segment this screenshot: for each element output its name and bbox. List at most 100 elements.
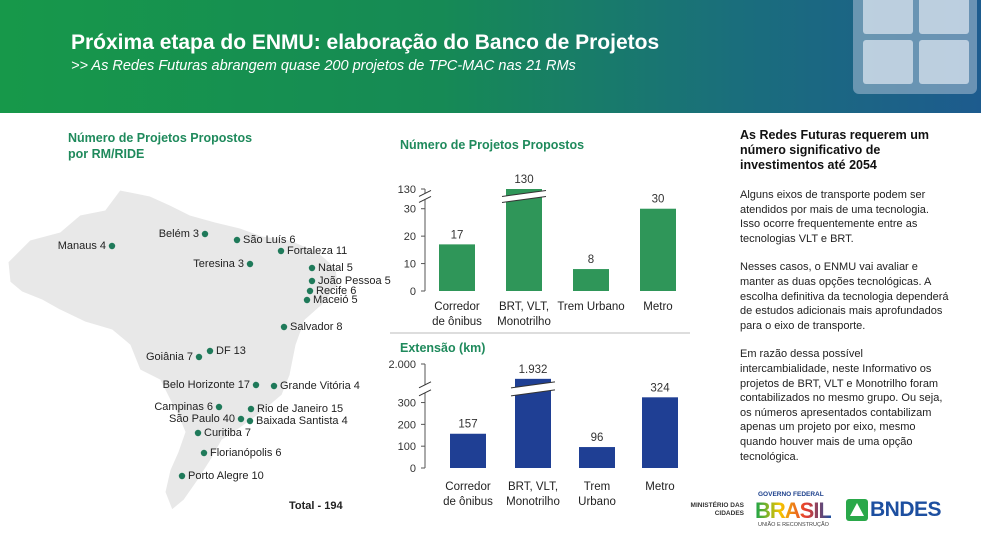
y-tick-label: 0 xyxy=(410,463,416,475)
y-tick-label: 2.000 xyxy=(388,359,416,371)
city-label: Goiânia 7 xyxy=(146,351,193,363)
value-label: 8 xyxy=(588,254,594,266)
map-title: Número de Projetos Propostos por RM/RIDE xyxy=(68,131,253,161)
y-tick-label: 130 xyxy=(398,184,416,196)
axis-break-mark xyxy=(418,389,432,397)
city-label: DF 13 xyxy=(216,345,246,357)
city-count: 4 xyxy=(341,415,348,427)
bar xyxy=(573,269,609,291)
city-label: Teresina 3 xyxy=(193,258,244,270)
x-tick-label: Trem Urbano xyxy=(578,481,616,508)
axis-break-mark xyxy=(501,195,547,203)
value-label: 157 xyxy=(458,419,477,431)
city-name: São Paulo xyxy=(168,413,220,425)
city-name: Belo Horizonte xyxy=(162,379,235,391)
city-label: Recife 6 xyxy=(316,285,356,297)
city-label: Belém 3 xyxy=(159,228,199,240)
x-tick-label: Metro xyxy=(645,481,675,493)
city-name: Florianópolis xyxy=(210,447,273,459)
city-dot xyxy=(195,353,203,361)
city-label: Florianópolis 6 xyxy=(210,447,282,459)
x-tick-label: Corredor de ônibus xyxy=(432,301,482,328)
city-name: São Luís xyxy=(243,234,287,246)
city-name: Grande Vitória xyxy=(280,380,351,392)
city-count: 6 xyxy=(350,285,357,297)
city-dot xyxy=(246,260,254,268)
city-count: 4 xyxy=(99,240,106,252)
city-dot xyxy=(237,415,245,423)
map-total: Total - 194 xyxy=(289,500,343,512)
bar xyxy=(642,397,678,468)
y-tick-label: 200 xyxy=(398,419,416,431)
city-count: 7 xyxy=(186,351,193,363)
city-label: Porto Alegre 10 xyxy=(188,470,264,482)
value-label: 324 xyxy=(650,382,670,394)
city-dot xyxy=(252,381,260,389)
city-name: Recife xyxy=(316,285,348,297)
axis-break-mark xyxy=(510,389,556,397)
city-count: 3 xyxy=(192,228,199,240)
city-name: Salvador xyxy=(290,321,334,333)
value-label: 17 xyxy=(451,229,464,241)
city-label: Natal 5 xyxy=(318,262,353,274)
x-tick-label: BRT, VLT, Monotrilho xyxy=(506,481,560,508)
sidebar-paragraph: Nesses casos, o ENMU vai avaliar e mante… xyxy=(740,261,949,332)
sidebar-paragraph: Em razão dessa possível intercambialidad… xyxy=(740,348,943,463)
y-tick-label: 300 xyxy=(398,398,416,410)
city-count: 5 xyxy=(351,294,358,306)
brasil-logo: BRASIL xyxy=(755,498,832,523)
x-tick-label: BRT, VLT, Monotrilho xyxy=(497,301,551,328)
header-band xyxy=(0,0,981,113)
y-tick-label: 100 xyxy=(398,441,416,453)
city-dot xyxy=(233,236,241,244)
city-dot xyxy=(194,429,202,437)
city-name: Manaus xyxy=(57,240,97,252)
axis-break-mark xyxy=(418,196,432,203)
value-label: 30 xyxy=(652,194,665,206)
y-tick-label: 0 xyxy=(410,286,416,298)
city-label: Salvador 8 xyxy=(290,321,343,333)
bar xyxy=(579,447,615,468)
city-dot xyxy=(246,417,254,425)
bar xyxy=(640,208,676,291)
bar xyxy=(450,433,486,468)
city-count: 11 xyxy=(335,245,348,257)
city-name: DF xyxy=(216,345,231,357)
city-dot xyxy=(303,296,311,304)
y-tick-label: 30 xyxy=(404,204,416,216)
value-label: 130 xyxy=(514,174,533,186)
bndes-icon xyxy=(846,499,868,521)
city-count: 6 xyxy=(206,401,213,413)
city-name: Rio de Janeiro xyxy=(257,403,328,415)
city-name: Campinas xyxy=(154,401,204,413)
city-dot xyxy=(308,264,316,272)
city-label: Baixada Santista 4 xyxy=(256,415,348,427)
axis-break-gap xyxy=(511,381,555,396)
axis-break-gap xyxy=(502,190,546,203)
city-count: 10 xyxy=(251,470,264,482)
city-dot xyxy=(206,347,214,355)
city-label: Curitiba 7 xyxy=(204,427,251,439)
chart-title: Número de Projetos Propostos xyxy=(400,138,585,152)
axis-break-mark xyxy=(418,381,432,389)
x-tick-label: Trem Urbano xyxy=(557,301,625,313)
sidebar-heading: As Redes Futuras requerem um número sign… xyxy=(740,128,929,172)
city-count: 3 xyxy=(237,258,244,270)
city-count: 6 xyxy=(275,447,282,459)
city-dot xyxy=(178,472,186,480)
city-count: 13 xyxy=(233,345,246,357)
city-count: 15 xyxy=(330,403,344,415)
bar xyxy=(439,244,475,291)
value-label: 96 xyxy=(591,432,604,444)
city-label: São Luís 6 xyxy=(243,234,296,246)
city-label: São Paulo 40 xyxy=(169,413,235,425)
city-name: Belém xyxy=(158,228,190,240)
city-name: Natal xyxy=(318,262,344,274)
axis-break-gap xyxy=(419,190,431,203)
city-name: Fortaleza xyxy=(287,245,333,257)
city-dot xyxy=(306,287,314,295)
x-tick-label: Corredor de ônibus xyxy=(443,481,493,508)
value-label: 1.932 xyxy=(519,364,548,376)
city-count: 7 xyxy=(244,427,252,439)
city-label: Rio de Janeiro 15 xyxy=(257,403,343,415)
